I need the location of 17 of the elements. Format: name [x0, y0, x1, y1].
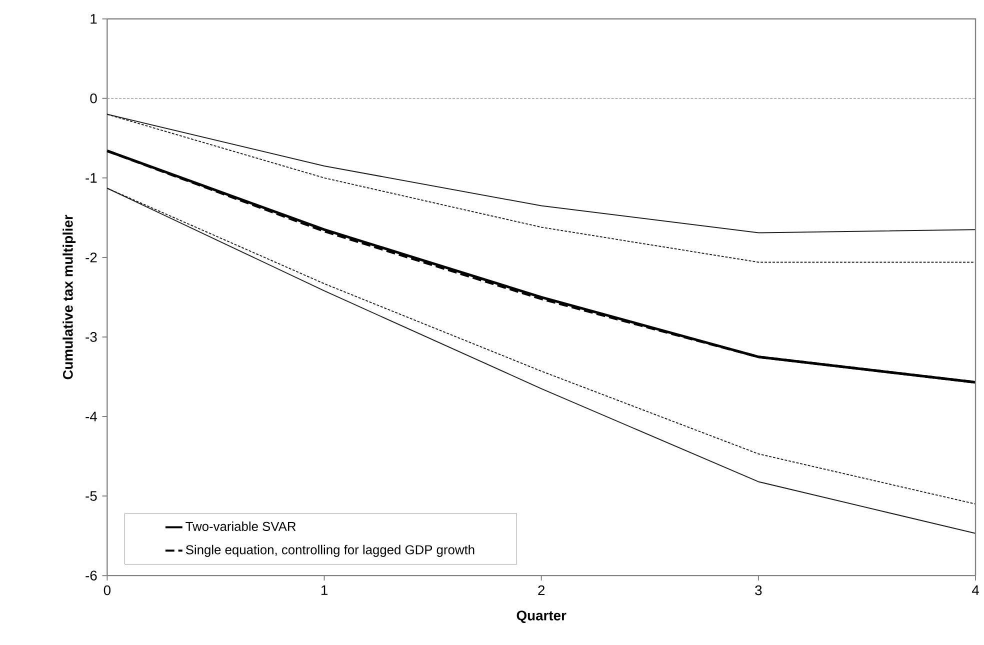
y-tick-label: -3 — [86, 332, 97, 342]
x-axis-title: Quarter — [516, 610, 566, 624]
x-tick-label: 4 — [972, 585, 979, 595]
legend-label: Single equation, controlling for lagged GDP growth — [186, 544, 474, 557]
y-tick-label: 0 — [90, 93, 97, 104]
x-tick-label: 0 — [104, 585, 111, 596]
y-axis-title: Cumulative tax multiplier — [62, 214, 76, 380]
y-tick-label: -4 — [86, 412, 97, 422]
y-tick-label: -6 — [86, 570, 97, 580]
legend-label: Two-variable SVAR — [186, 522, 296, 531]
x-tick-label: 3 — [755, 585, 762, 596]
y-tick-label: 1 — [90, 14, 97, 24]
y-tick-label: -1 — [86, 173, 97, 183]
x-tick-label: 1 — [321, 585, 328, 595]
x-tick-label: 2 — [538, 585, 545, 596]
y-tick-label: -2 — [86, 252, 97, 262]
y-tick-label: -5 — [86, 491, 97, 501]
